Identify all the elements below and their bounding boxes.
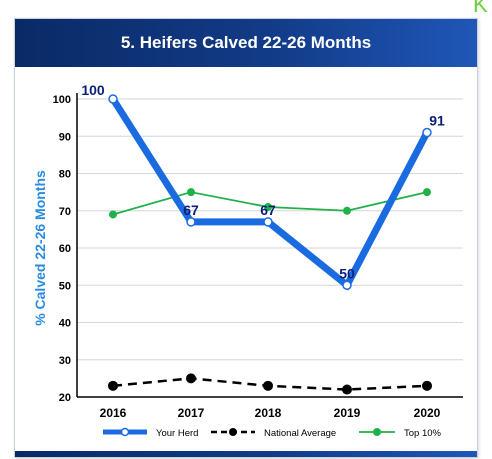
- y-tick-label: 90: [59, 131, 71, 143]
- x-tick-label: 2018: [255, 406, 282, 420]
- legend-marker: [229, 428, 237, 436]
- y-tick-label: 70: [59, 206, 71, 218]
- data-point: [422, 380, 432, 391]
- legend-entry: Top 10%: [404, 428, 442, 439]
- data-point: [422, 127, 432, 138]
- y-axis-label: % Calved 22-26 Months: [32, 170, 48, 326]
- bottom-rule: [15, 451, 477, 457]
- data-point: [423, 188, 431, 197]
- data-label: 91: [429, 113, 445, 129]
- y-tick-label: 100: [53, 94, 71, 106]
- data-label: 67: [183, 202, 199, 218]
- legend-marker: [120, 427, 130, 437]
- data-point: [186, 373, 196, 384]
- y-tick-label: 50: [59, 280, 71, 292]
- series-lines: [108, 94, 432, 395]
- grid-lines: [77, 98, 463, 398]
- data-point: [343, 206, 351, 215]
- legend-marker: [373, 428, 381, 436]
- line-chart: 20 30 40 50 60 70 80 90 100 2016 2017 2018 2019 2020%…: [32, 82, 463, 439]
- data-point: [263, 217, 273, 227]
- data-labels: 100 67 67 50 91: [81, 82, 445, 281]
- data-label: 50: [339, 265, 355, 281]
- data-point: [187, 188, 195, 197]
- chart-title: 5. Heifers Calved 22-26 Months: [15, 19, 477, 67]
- x-tick-label: 2019: [334, 406, 361, 420]
- x-tick-label: 2016: [100, 406, 127, 420]
- y-tick-label: 80: [59, 169, 71, 181]
- y-tick-label: 40: [59, 318, 71, 330]
- chart-panel: 5. Heifers Calved 22-26 Months 20 30 40 50 6…: [14, 18, 478, 458]
- data-point: [109, 210, 117, 219]
- data-point: [264, 203, 272, 212]
- data-point: [108, 94, 118, 104]
- data-point: [342, 384, 352, 395]
- x-tick-label: 2017: [178, 406, 205, 420]
- series-line-your-herd: [110, 97, 431, 291]
- legend-entry: Your Herd: [156, 428, 198, 439]
- data-label: 67: [260, 202, 276, 218]
- data-point: [263, 380, 273, 391]
- legend: Your Herd National Average Top 10%: [103, 427, 442, 439]
- y-tick-label: 20: [59, 392, 71, 404]
- y-tick-label: 60: [59, 243, 71, 255]
- data-point: [186, 217, 196, 227]
- data-point: [108, 380, 118, 391]
- axes: 20 30 40 50 60 70 80 90 100 2016 2017 2018 2019 2020%…: [32, 93, 463, 420]
- data-point: [342, 280, 352, 290]
- y-tick-label: 30: [59, 355, 71, 367]
- legend-entry: National Average: [264, 428, 336, 439]
- data-label: 100: [81, 82, 105, 98]
- corner-logo-letter: K: [473, 0, 488, 17]
- x-tick-label: 2020: [414, 406, 441, 420]
